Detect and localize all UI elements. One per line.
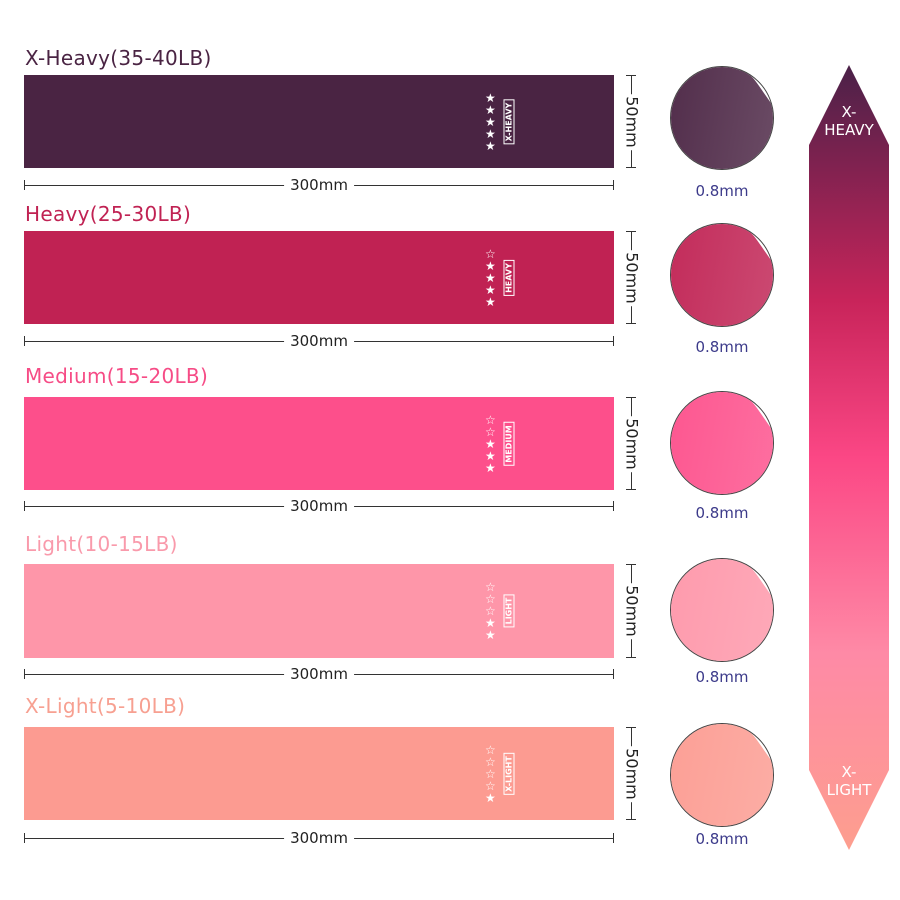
star-filled-icon: ★ bbox=[485, 90, 496, 105]
resistance-scale-arrow: X- HEAVY X- LIGHT bbox=[809, 65, 889, 850]
resistance-band: ★ ★ ★ ☆ ☆ MEDIUM bbox=[24, 397, 614, 490]
length-label: 300mm bbox=[284, 665, 354, 683]
thickness-closeup bbox=[670, 558, 774, 662]
width-label: 50mm bbox=[618, 583, 646, 639]
width-dimension: 50mm bbox=[618, 231, 646, 324]
star-filled-icon: ★ bbox=[485, 616, 496, 630]
band-title: X-Light(5-10LB) bbox=[25, 694, 186, 718]
star-filled-icon: ★ bbox=[485, 138, 496, 153]
star-filled-icon: ★ bbox=[485, 628, 496, 642]
star-filled-icon: ★ bbox=[485, 294, 496, 309]
star-filled-icon: ★ bbox=[485, 270, 496, 285]
width-dimension: 50mm bbox=[618, 727, 646, 820]
star-filled-icon: ★ bbox=[485, 460, 496, 475]
thickness-label: 0.8mm bbox=[695, 182, 749, 200]
star-outline-icon: ☆ bbox=[485, 742, 496, 757]
width-label: 50mm bbox=[618, 249, 646, 306]
star-filled-icon: ★ bbox=[485, 126, 496, 141]
thickness-closeup bbox=[670, 391, 774, 495]
star-filled-icon: ★ bbox=[485, 282, 496, 297]
band-title: Light(10-15LB) bbox=[25, 532, 178, 556]
thickness-label: 0.8mm bbox=[695, 338, 749, 356]
width-dimension: 50mm bbox=[618, 75, 646, 168]
thickness-closeup bbox=[670, 723, 774, 827]
star-filled-icon: ★ bbox=[485, 448, 496, 463]
rating-stars: ★ ☆ ☆ ☆ ☆ bbox=[485, 744, 496, 804]
star-filled-icon: ★ bbox=[485, 258, 496, 273]
star-outline-icon: ☆ bbox=[485, 412, 496, 427]
length-dimension: 300mm bbox=[24, 829, 614, 847]
length-label: 300mm bbox=[284, 332, 354, 350]
length-label: 300mm bbox=[284, 829, 354, 847]
band-tag: MEDIUM bbox=[503, 421, 515, 466]
length-dimension: 300mm bbox=[24, 332, 614, 350]
band-tag: LIGHT bbox=[503, 594, 515, 628]
rating-stars: ★ ★ ★ ☆ ☆ bbox=[485, 414, 496, 474]
thickness-closeup bbox=[670, 223, 774, 327]
rating-stars: ★ ★ ☆ ☆ ☆ bbox=[485, 581, 496, 641]
width-label: 50mm bbox=[618, 415, 646, 472]
resistance-band: ★ ★ ★ ★ ★ X-HEAVY bbox=[24, 75, 614, 168]
band-title: Heavy(25-30LB) bbox=[25, 202, 192, 226]
scale-bottom-label-line2: LIGHT bbox=[826, 781, 872, 799]
star-outline-icon: ☆ bbox=[485, 778, 496, 793]
star-outline-icon: ☆ bbox=[485, 766, 496, 781]
rating-stars: ★ ★ ★ ★ ★ bbox=[485, 92, 496, 152]
width-label: 50mm bbox=[618, 93, 646, 150]
band-tag: X-HEAVY bbox=[503, 99, 515, 144]
thickness-label: 0.8mm bbox=[695, 668, 749, 686]
band-tag: X-LIGHT bbox=[503, 752, 515, 795]
star-outline-icon: ☆ bbox=[485, 580, 496, 594]
width-dimension: 50mm bbox=[618, 564, 646, 658]
resistance-band: ★ ☆ ☆ ☆ ☆ X-LIGHT bbox=[24, 727, 614, 820]
resistance-band: ★ ★ ★ ★ ☆ HEAVY bbox=[24, 231, 614, 324]
thickness-label: 0.8mm bbox=[695, 830, 749, 848]
scale-top-label: X- HEAVY bbox=[809, 103, 889, 139]
band-title: Medium(15-20LB) bbox=[25, 364, 209, 388]
star-filled-icon: ★ bbox=[485, 436, 496, 451]
resistance-band: ★ ★ ☆ ☆ ☆ LIGHT bbox=[24, 564, 614, 658]
scale-top-label-line2: HEAVY bbox=[824, 121, 874, 139]
star-filled-icon: ★ bbox=[485, 114, 496, 129]
star-filled-icon: ★ bbox=[485, 102, 496, 117]
band-tag: HEAVY bbox=[503, 259, 515, 296]
length-label: 300mm bbox=[284, 176, 354, 194]
length-dimension: 300mm bbox=[24, 665, 614, 683]
length-dimension: 300mm bbox=[24, 497, 614, 515]
scale-arrow-shape bbox=[809, 65, 889, 850]
width-dimension: 50mm bbox=[618, 397, 646, 490]
thickness-label: 0.8mm bbox=[695, 504, 749, 522]
scale-bottom-label-line1: X- bbox=[841, 763, 857, 781]
length-dimension: 300mm bbox=[24, 176, 614, 194]
rating-stars: ★ ★ ★ ★ ☆ bbox=[485, 248, 496, 308]
thickness-closeup bbox=[670, 66, 774, 170]
star-outline-icon: ☆ bbox=[485, 592, 496, 606]
star-filled-icon: ★ bbox=[485, 790, 496, 805]
width-label: 50mm bbox=[618, 745, 646, 802]
scale-top-label-line1: X- bbox=[841, 103, 857, 121]
scale-bottom-label: X- LIGHT bbox=[809, 763, 889, 799]
star-outline-icon: ☆ bbox=[485, 604, 496, 618]
star-outline-icon: ☆ bbox=[485, 754, 496, 769]
length-label: 300mm bbox=[284, 497, 354, 515]
star-outline-icon: ☆ bbox=[485, 246, 496, 261]
band-title: X-Heavy(35-40LB) bbox=[25, 46, 212, 70]
star-outline-icon: ☆ bbox=[485, 424, 496, 439]
